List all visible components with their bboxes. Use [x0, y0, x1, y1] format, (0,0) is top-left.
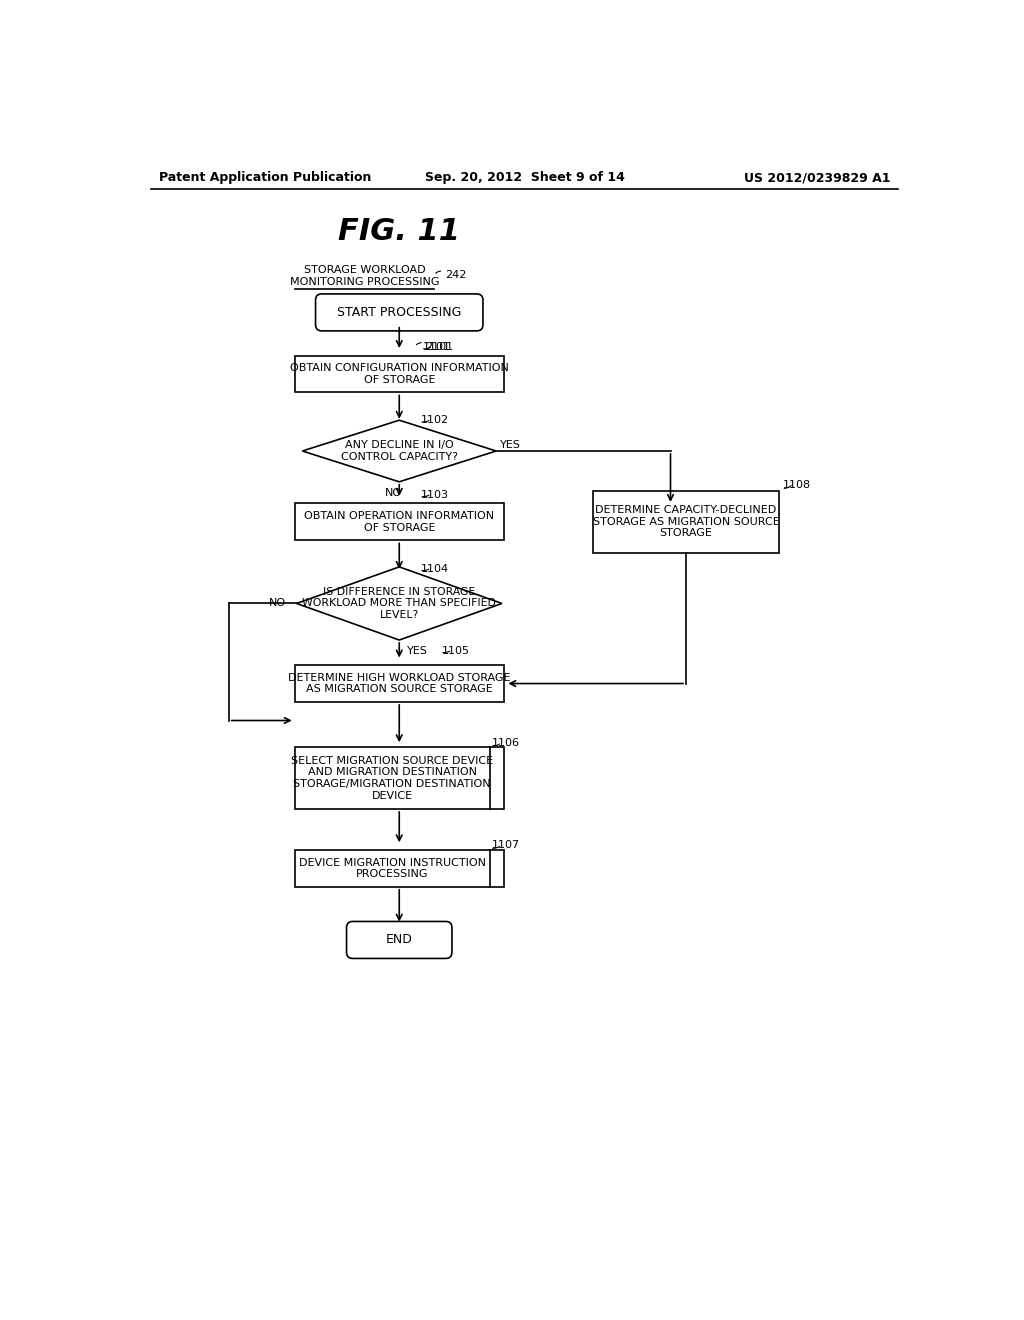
Text: START PROCESSING: START PROCESSING: [337, 306, 462, 319]
Text: NO: NO: [384, 487, 401, 498]
FancyBboxPatch shape: [346, 921, 452, 958]
Text: OBTAIN CONFIGURATION INFORMATION
OF STORAGE: OBTAIN CONFIGURATION INFORMATION OF STOR…: [290, 363, 509, 385]
Text: US 2012/0239829 A1: US 2012/0239829 A1: [744, 172, 891, 185]
FancyBboxPatch shape: [315, 294, 483, 331]
Text: OBTAIN OPERATION INFORMATION
OF STORAGE: OBTAIN OPERATION INFORMATION OF STORAGE: [304, 511, 495, 533]
Text: FIG. 11: FIG. 11: [338, 216, 460, 246]
Bar: [295, 747, 504, 809]
Bar: [295, 503, 504, 540]
Text: 1105: 1105: [442, 645, 470, 656]
Text: Sep. 20, 2012  Sheet 9 of 14: Sep. 20, 2012 Sheet 9 of 14: [425, 172, 625, 185]
Text: 1107: 1107: [492, 841, 519, 850]
Text: YES: YES: [407, 645, 428, 656]
Polygon shape: [297, 566, 502, 640]
Text: STORAGE WORKLOAD: STORAGE WORKLOAD: [303, 265, 425, 275]
Text: 1102: 1102: [421, 416, 450, 425]
Bar: [593, 491, 779, 553]
Polygon shape: [302, 420, 496, 482]
Text: 242: 242: [445, 271, 466, 280]
Text: DETERMINE CAPACITY-DECLINED
STORAGE AS MIGRATION SOURCE
STORAGE: DETERMINE CAPACITY-DECLINED STORAGE AS M…: [593, 506, 779, 539]
Bar: [295, 850, 504, 887]
Text: 1104: 1104: [421, 564, 450, 574]
Text: IS DIFFERENCE IN STORAGE
WORKLOAD MORE THAN SPECIFIED
LEVEL?: IS DIFFERENCE IN STORAGE WORKLOAD MORE T…: [302, 587, 497, 620]
Text: DETERMINE HIGH WORKLOAD STORAGE
AS MIGRATION SOURCE STORAGE: DETERMINE HIGH WORKLOAD STORAGE AS MIGRA…: [288, 673, 511, 694]
Text: SELECT MIGRATION SOURCE DEVICE
AND MIGRATION DESTINATION
STORAGE/MIGRATION DESTI: SELECT MIGRATION SOURCE DEVICE AND MIGRA…: [291, 756, 494, 801]
Text: YES: YES: [500, 440, 521, 450]
Text: Patent Application Publication: Patent Application Publication: [159, 172, 372, 185]
Text: 1106: 1106: [492, 738, 519, 748]
Text: 1101: 1101: [423, 342, 451, 352]
Text: 1108: 1108: [783, 480, 811, 490]
Bar: [295, 355, 504, 392]
Text: DEVICE MIGRATION INSTRUCTION
PROCESSING: DEVICE MIGRATION INSTRUCTION PROCESSING: [299, 858, 485, 879]
Text: 2101: 2101: [426, 342, 454, 352]
Text: NO: NO: [268, 598, 286, 609]
Bar: [295, 665, 504, 702]
Text: 1103: 1103: [421, 490, 449, 500]
Text: MONITORING PROCESSING: MONITORING PROCESSING: [290, 277, 439, 286]
Text: END: END: [386, 933, 413, 946]
Text: ANY DECLINE IN I/O
CONTROL CAPACITY?: ANY DECLINE IN I/O CONTROL CAPACITY?: [341, 440, 458, 462]
